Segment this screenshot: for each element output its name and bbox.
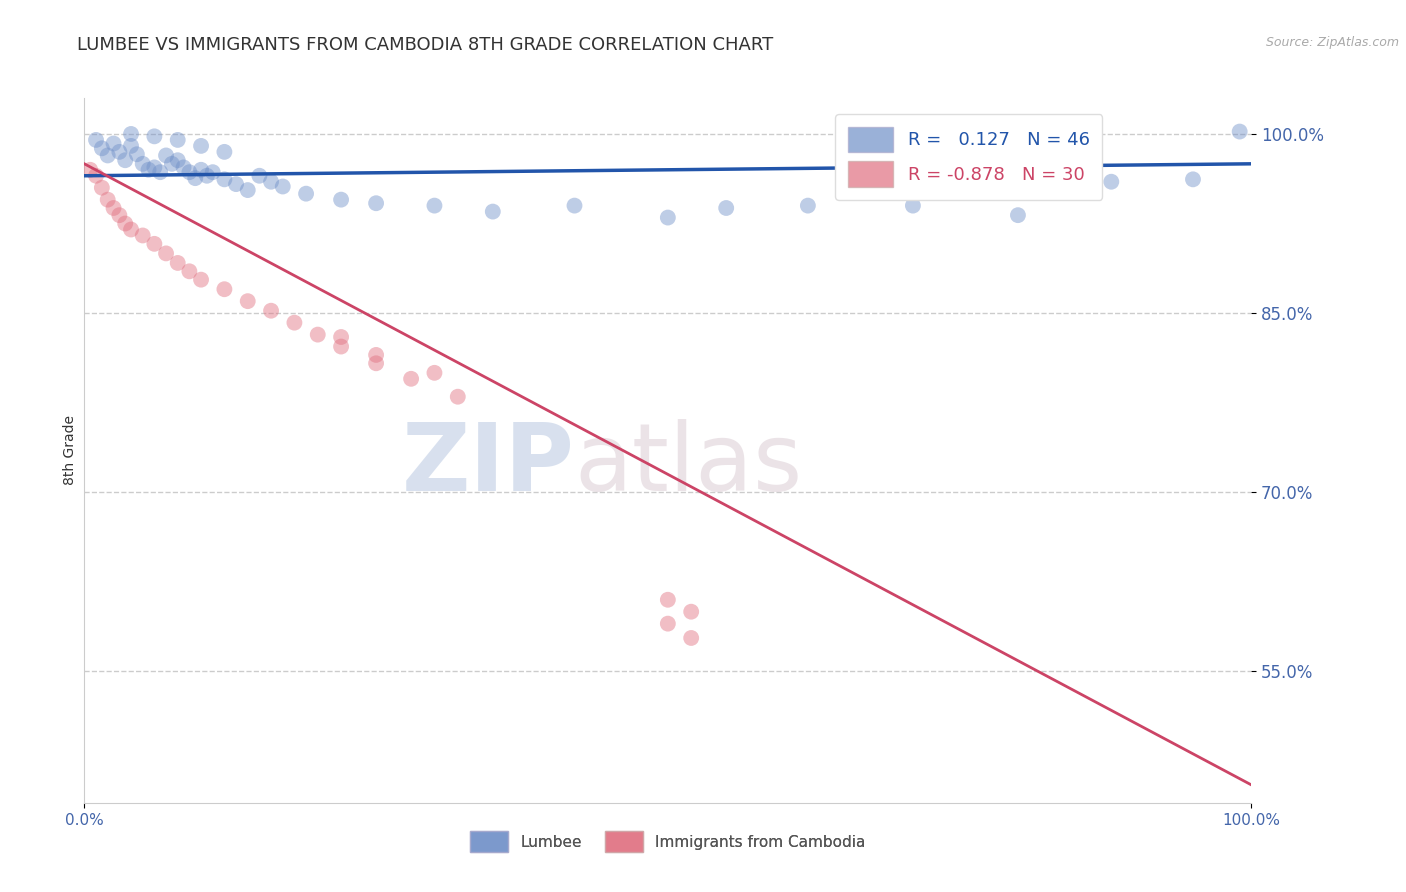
Point (1229, 124, 1251, 138)
Point (160, 157, 183, 171)
Point (190, 273, 212, 287)
Point (108, 208, 131, 222)
Point (295, 186, 318, 201)
Point (283, 316, 305, 330)
Point (657, 616, 679, 631)
Point (681, 631, 703, 645)
Point (399, 372, 422, 386)
Text: Source: ZipAtlas.com: Source: ZipAtlas.com (1265, 36, 1399, 49)
Point (132, 228, 155, 243)
Point (716, 201, 738, 215)
Point (564, 199, 586, 213)
Point (84, 169, 107, 183)
Point (120, 139, 142, 153)
Point (149, 165, 172, 179)
Text: atlas: atlas (575, 418, 803, 510)
Point (120, 222, 142, 236)
Point (179, 264, 201, 278)
Point (330, 193, 353, 207)
Point (307, 327, 329, 342)
Point (166, 153, 188, 168)
Point (366, 356, 388, 370)
Point (423, 199, 446, 213)
Point (120, 127, 142, 141)
Point (1007, 208, 1029, 222)
Point (797, 199, 820, 213)
Point (190, 162, 212, 177)
Point (214, 172, 236, 186)
Point (481, 204, 505, 219)
Legend: Lumbee, Immigrants from Cambodia: Lumbee, Immigrants from Cambodia (464, 825, 872, 859)
Point (138, 162, 160, 177)
Point (447, 390, 470, 404)
Point (97, 148, 120, 162)
Point (132, 157, 155, 171)
Point (125, 147, 148, 161)
Point (195, 169, 218, 183)
Point (103, 201, 125, 215)
Point (681, 605, 703, 619)
Point (366, 348, 388, 362)
Point (366, 196, 388, 211)
Text: ZIP: ZIP (402, 418, 575, 510)
Point (79, 162, 101, 177)
Point (1181, 172, 1204, 186)
Point (143, 129, 166, 144)
Point (249, 169, 271, 183)
Point (271, 179, 294, 194)
Point (330, 330, 353, 344)
Point (143, 236, 166, 251)
Point (657, 211, 679, 225)
Point (214, 282, 236, 296)
Point (90, 180, 112, 194)
Y-axis label: 8th Grade: 8th Grade (63, 416, 77, 485)
Point (225, 177, 247, 191)
Point (901, 199, 924, 213)
Point (155, 148, 177, 162)
Point (236, 294, 259, 309)
Point (84, 133, 107, 147)
Point (103, 136, 125, 151)
Point (179, 165, 201, 179)
Point (143, 161, 166, 175)
Point (114, 153, 136, 168)
Point (97, 193, 120, 207)
Point (330, 340, 353, 354)
Point (190, 139, 212, 153)
Point (657, 592, 679, 607)
Point (236, 183, 259, 197)
Point (214, 145, 236, 159)
Point (260, 175, 283, 189)
Text: LUMBEE VS IMMIGRANTS FROM CAMBODIA 8TH GRADE CORRELATION CHART: LUMBEE VS IMMIGRANTS FROM CAMBODIA 8TH G… (77, 36, 773, 54)
Point (155, 246, 177, 260)
Point (423, 366, 446, 380)
Point (260, 303, 283, 318)
Point (173, 161, 195, 175)
Point (201, 165, 224, 179)
Point (90, 141, 112, 155)
Point (166, 256, 188, 270)
Point (184, 171, 207, 186)
Point (108, 145, 131, 159)
Point (166, 133, 188, 147)
Point (114, 217, 136, 231)
Point (1099, 175, 1122, 189)
